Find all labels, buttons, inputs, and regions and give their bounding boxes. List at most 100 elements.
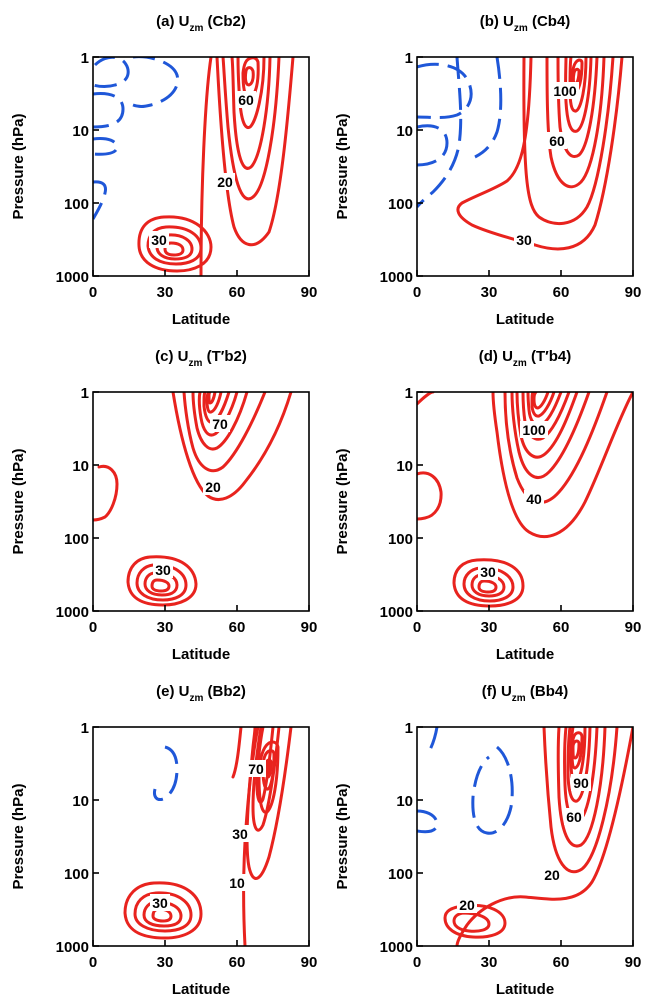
x-axis-label: Latitude [172,311,230,328]
x-tick-label: 0 [89,954,97,971]
contour-label-bg [520,421,548,438]
negative-contour [474,57,503,159]
x-axis-label: Latitude [496,646,554,663]
positive-contour [530,392,556,418]
y-tick-label: 1 [81,50,89,67]
contour-label-bg [571,774,591,791]
x-tick-label: 0 [413,284,421,301]
x-tick-label: 90 [301,619,318,636]
panel-title: (c) Uzm (T′b2) [155,348,247,369]
contour-layer: 70 20 30 [93,392,293,607]
y-axis-label: Pressure (hPa) [334,784,351,890]
positive-contour [571,739,581,760]
positive-contour [221,57,281,201]
contour-label: 90 [573,775,589,791]
plot-frame [416,391,634,612]
panel-e: 70 30 10 30 0 30 60 90 1 10 100 1000 Latitude Pressur… [10,683,317,998]
panel-c: 70 20 30 0 30 60 90 1 10 100 1000 Latitude Pressure … [10,348,317,663]
contour-label-bg [478,563,498,580]
contour-label: 60 [238,92,254,108]
contour-label-bg [246,760,266,777]
y-tick-label: 10 [72,123,89,140]
x-tick-label: 90 [625,954,642,971]
positive-contour [542,727,619,874]
positive-contour [532,392,550,410]
positive-contour [491,392,633,538]
positive-contour [133,891,193,933]
x-axis-label: Latitude [496,311,554,328]
positive-contour [452,911,491,933]
negative-contour [93,92,125,129]
contour-label: 100 [522,422,546,438]
plot-frame [92,391,310,612]
positive-contour [515,392,579,459]
negative-contour [417,124,449,167]
y-tick-label: 1000 [380,939,413,956]
contour-label-bg [210,415,230,432]
plot-frame [92,726,310,947]
y-tick-label: 1000 [56,269,89,286]
x-tick-label: 60 [229,954,246,971]
y-tick-label: 100 [388,866,413,883]
negative-contour [417,809,439,834]
positive-contour [191,392,249,451]
positive-contour [417,392,435,406]
negative-contour [132,57,180,108]
x-tick-label: 90 [625,284,642,301]
contour-label: 100 [553,83,577,99]
x-tick-label: 60 [553,284,570,301]
positive-contour [443,903,507,939]
positive-contour [522,57,615,226]
panel-f: 90 60 20 20 0 30 60 90 1 10 100 1000 Latitude Pressur… [334,683,641,998]
contour-label: 10 [229,875,245,891]
contour-label-bg [524,490,544,507]
contour-label: 60 [549,133,565,149]
positive-contour [477,579,498,594]
contour-label-bg [551,82,579,99]
positive-contour [452,558,525,608]
x-axis-label: Latitude [496,981,554,998]
positive-contour [143,571,179,597]
x-tick-label: 0 [413,954,421,971]
positive-contour [171,392,293,501]
contour-label-bg [227,874,247,891]
x-tick-label: 30 [157,284,174,301]
panel-d: 100 40 30 0 30 60 90 1 10 100 1000 Latitude Pressure… [334,348,641,663]
positive-contour [215,57,295,246]
positive-contour [93,464,119,522]
y-tick-label: 10 [396,123,413,140]
contour-label-bg [457,896,477,913]
positive-contour [470,573,506,598]
contour-label: 70 [248,761,264,777]
contour-label: 30 [232,826,248,842]
negative-contour [417,62,473,119]
x-tick-label: 90 [625,619,642,636]
positive-contour [564,57,593,133]
y-tick-label: 100 [64,196,89,213]
y-tick-label: 10 [72,793,89,810]
x-tick-label: 30 [481,954,498,971]
positive-contour [571,67,581,86]
y-tick-label: 1 [81,385,89,402]
contour-label: 20 [217,174,233,190]
x-axis-label: Latitude [172,646,230,663]
y-tick-label: 100 [388,531,413,548]
x-tick-label: 60 [229,619,246,636]
panel-a: 60 20 30 0 30 60 90 1 10 100 1000 Latitude Pressure … [10,13,317,328]
x-axis-label: Latitude [172,981,230,998]
contour-label-bg [215,173,235,190]
contour-label: 20 [205,479,221,495]
contour-layer: 100 60 30 [417,57,624,251]
y-tick-label: 1 [405,720,413,737]
positive-contour [207,392,217,405]
positive-contour [142,900,183,928]
negative-contour [93,57,130,89]
panel-title: (d) Uzm (T′b4) [479,348,571,369]
y-tick-label: 1000 [380,269,413,286]
y-tick-label: 10 [396,458,413,475]
y-tick-label: 100 [388,196,413,213]
contour-layer: 70 30 10 30 [123,727,293,946]
positive-contour [245,727,293,880]
negative-contour [93,137,119,156]
y-tick-label: 1 [81,720,89,737]
